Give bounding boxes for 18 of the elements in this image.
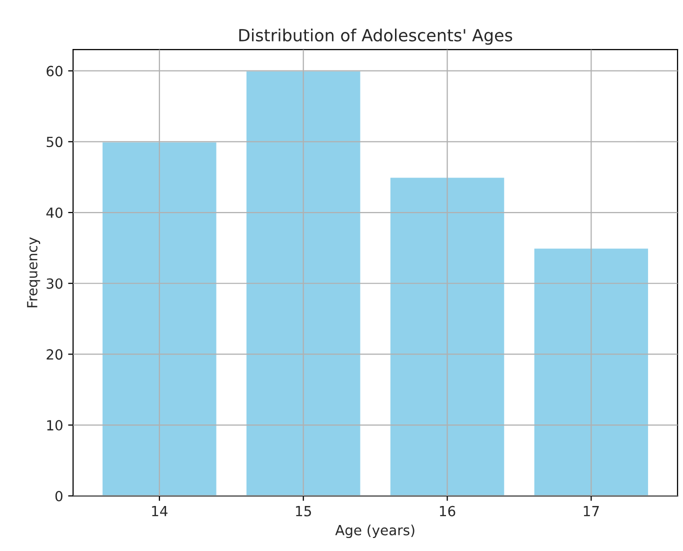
y-tick-label: 10 [47, 420, 62, 431]
x-tick-label: 17 [584, 506, 599, 516]
y-tick-label: 50 [46, 136, 62, 148]
bar [101, 140, 218, 496]
bar [245, 70, 362, 496]
y-tick-label: 60 [46, 66, 62, 76]
y-tick-label: 40 [46, 207, 62, 218]
y-axis-title: Frequency [27, 237, 40, 308]
bar [389, 176, 506, 496]
y-tick-label: 30 [46, 278, 62, 289]
x-tick-label: 14 [152, 506, 168, 516]
y-tick-label: 0 [55, 490, 62, 502]
chart-title: Distribution of Adolescents' Ages [239, 28, 512, 45]
bar [532, 247, 650, 496]
y-tick-label: 20 [46, 349, 62, 360]
x-tick-label: 15 [296, 506, 311, 516]
x-tick-label: 16 [440, 506, 456, 516]
x-axis-title: Age (years) [335, 524, 414, 538]
